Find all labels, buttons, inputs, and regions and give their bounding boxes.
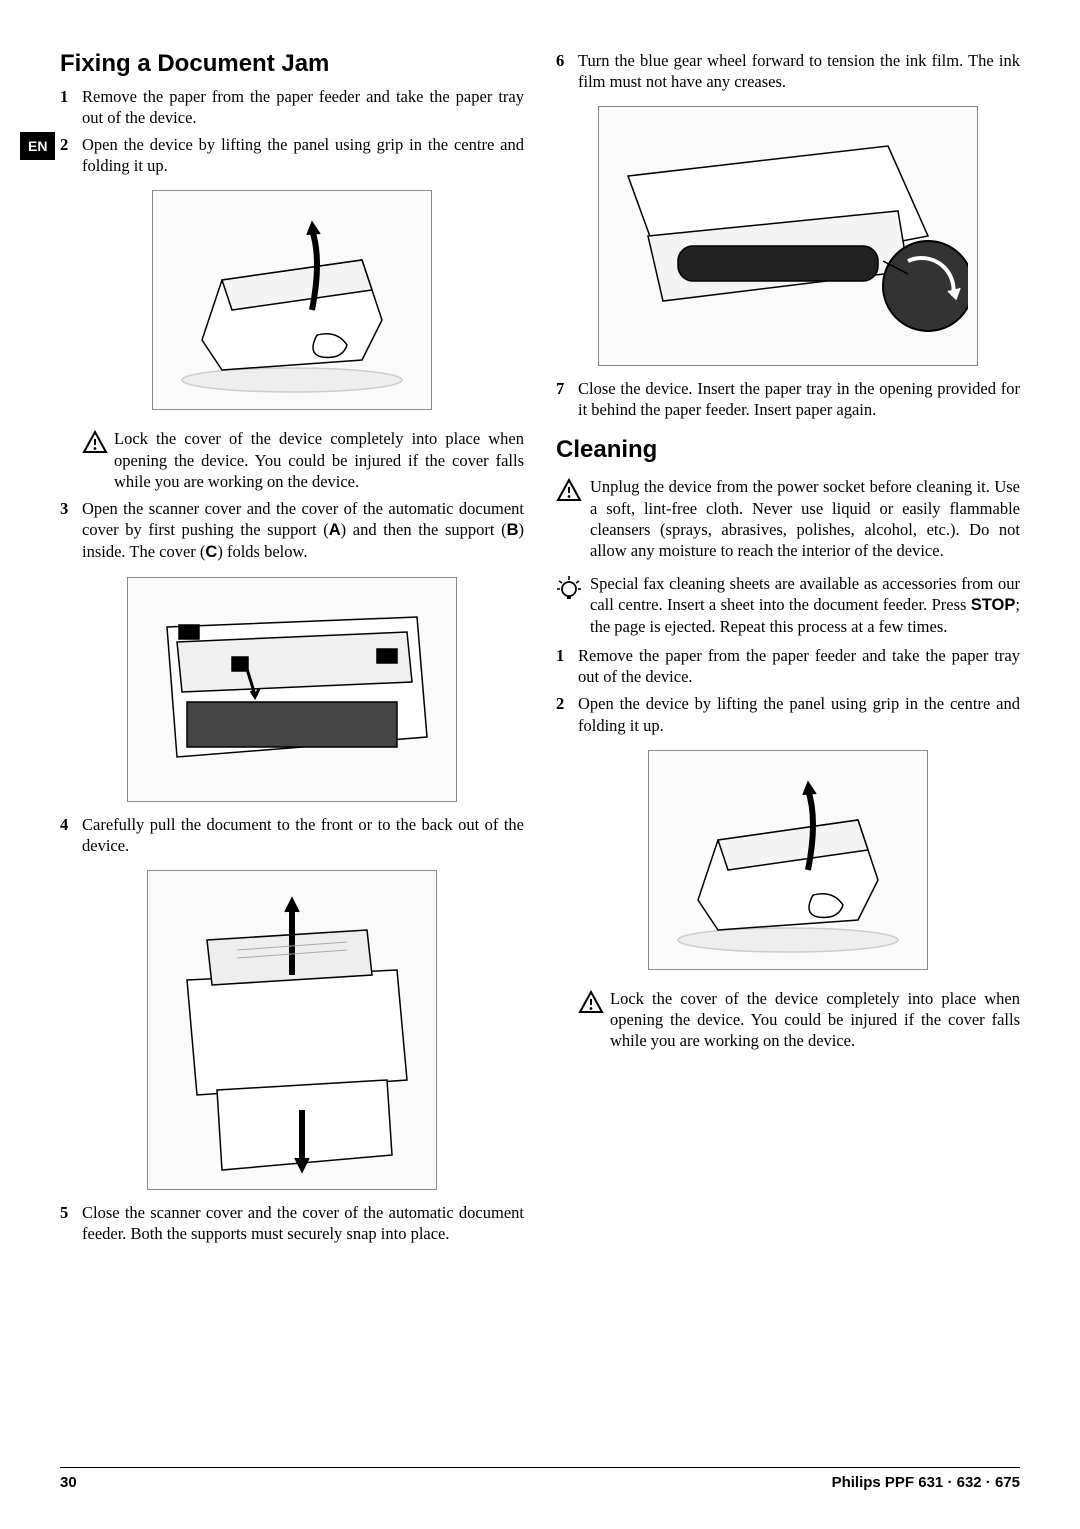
t: ) and then the support ( (341, 520, 507, 539)
warning-text: Lock the cover of the device completely … (114, 428, 524, 491)
warning-icon (578, 988, 610, 1051)
t: ) folds below. (217, 542, 307, 561)
label-c: C (205, 543, 217, 561)
clean-step-2: 2 Open the device by lifting the panel u… (556, 693, 1020, 735)
step-1: 1 Remove the paper from the paper feeder… (60, 86, 524, 128)
figure-placeholder (598, 106, 978, 366)
step-text: Open the device by lifting the panel usi… (82, 134, 524, 176)
step-text: Close the device. Insert the paper tray … (578, 378, 1020, 420)
warning-note: Lock the cover of the device completely … (82, 428, 524, 491)
figure-placeholder: A B C (127, 577, 457, 802)
heading-cleaning: Cleaning (556, 436, 1020, 464)
tip-note: Special fax cleaning sheets are availabl… (556, 573, 1020, 637)
label-a: A (329, 521, 341, 539)
figure-placeholder (648, 750, 928, 970)
step-number: 2 (556, 693, 578, 735)
step-number: 1 (60, 86, 82, 128)
figure-covers: A B C (60, 577, 524, 802)
svg-text:B: B (383, 651, 390, 663)
page-footer: 30 Philips PPF 631 · 632 · 675 (60, 1467, 1020, 1491)
step-text: Remove the paper from the paper feeder a… (578, 645, 1020, 687)
step-text: Carefully pull the document to the front… (82, 814, 524, 856)
figure-open-device (60, 190, 524, 410)
left-column: Fixing a Document Jam 1 Remove the paper… (60, 50, 524, 1420)
step-4: 4 Carefully pull the document to the fro… (60, 814, 524, 856)
tip-text: Special fax cleaning sheets are availabl… (590, 573, 1020, 637)
warning-note: Unplug the device from the power socket … (556, 476, 1020, 560)
step-text: Open the scanner cover and the cover of … (82, 498, 524, 563)
tip-icon (556, 573, 590, 637)
warning-note-2: Lock the cover of the device completely … (578, 988, 1020, 1051)
step-6: 6 Turn the blue gear wheel forward to te… (556, 50, 1020, 92)
warning-text: Unplug the device from the power socket … (590, 476, 1020, 560)
right-column: 6 Turn the blue gear wheel forward to te… (556, 50, 1020, 1420)
step-text: Open the device by lifting the panel usi… (578, 693, 1020, 735)
step-number: 3 (60, 498, 82, 563)
step-3: 3 Open the scanner cover and the cover o… (60, 498, 524, 563)
step-number: 1 (556, 645, 578, 687)
step-number: 6 (556, 50, 578, 92)
heading-jam: Fixing a Document Jam (60, 50, 524, 78)
label-b: B (507, 521, 519, 539)
warning-text: Lock the cover of the device completely … (610, 988, 1020, 1051)
step-text: Remove the paper from the paper feeder a… (82, 86, 524, 128)
step-number: 2 (60, 134, 82, 176)
page-columns: Fixing a Document Jam 1 Remove the paper… (60, 50, 1020, 1420)
figure-gear (556, 106, 1020, 366)
t: Special fax cleaning sheets are availabl… (590, 574, 1020, 614)
stop-label: STOP (971, 596, 1016, 614)
step-7: 7 Close the device. Insert the paper tra… (556, 378, 1020, 420)
step-5: 5 Close the scanner cover and the cover … (60, 1202, 524, 1244)
figure-open-device-2 (556, 750, 1020, 970)
svg-text:A: A (185, 627, 193, 639)
language-tab: EN (20, 132, 55, 160)
step-text: Close the scanner cover and the cover of… (82, 1202, 524, 1244)
page-number: 30 (60, 1474, 77, 1491)
clean-step-1: 1 Remove the paper from the paper feeder… (556, 645, 1020, 687)
svg-text:C: C (236, 659, 244, 671)
warning-icon (82, 428, 114, 491)
step-number: 5 (60, 1202, 82, 1244)
model-label: Philips PPF 631 · 632 · 675 (832, 1474, 1020, 1491)
step-number: 4 (60, 814, 82, 856)
step-number: 7 (556, 378, 578, 420)
figure-placeholder (152, 190, 432, 410)
step-text: Turn the blue gear wheel forward to tens… (578, 50, 1020, 92)
figure-pull-doc (60, 870, 524, 1190)
step-2: 2 Open the device by lifting the panel u… (60, 134, 524, 176)
figure-placeholder (147, 870, 437, 1190)
warning-icon (556, 476, 590, 560)
